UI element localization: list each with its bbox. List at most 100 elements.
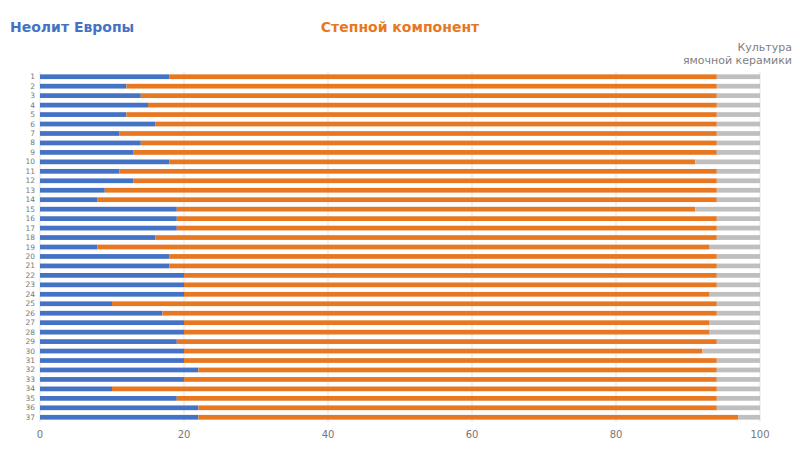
bar-segment: [148, 103, 717, 108]
bar-segment: [177, 396, 717, 401]
y-tick-label: 12: [25, 176, 35, 185]
x-tick-label: 100: [750, 429, 769, 440]
bar-segment: [710, 292, 760, 297]
bar-segment: [717, 122, 760, 127]
bar-segment: [40, 93, 141, 98]
bar-segment: [198, 415, 738, 420]
bar-segment: [177, 339, 717, 344]
bar-segment: [126, 84, 716, 89]
bar-segment: [702, 349, 760, 354]
y-tick-label: 20: [25, 252, 35, 261]
bar-segment: [717, 405, 760, 410]
bar-segment: [40, 405, 198, 410]
bar-segment: [184, 282, 717, 287]
annotation: Неолит Европы: [10, 19, 134, 35]
series: [98, 74, 739, 419]
bar-segment: [98, 245, 710, 250]
bar-segment: [717, 264, 760, 269]
bar-segment: [717, 377, 760, 382]
y-tick-label: 13: [25, 186, 35, 195]
bar-segment: [40, 349, 184, 354]
bar-segment: [717, 358, 760, 363]
bar-segment: [198, 405, 716, 410]
bar-segment: [141, 93, 717, 98]
bar-segment: [40, 150, 134, 155]
bar-segment: [40, 103, 148, 108]
y-tick-label: 36: [25, 403, 35, 412]
bar-segment: [40, 207, 177, 212]
y-tick-label: 14: [25, 195, 35, 204]
bar-segment: [177, 207, 695, 212]
bar-segment: [40, 282, 184, 287]
bar-segment: [710, 320, 760, 325]
bar-segment: [126, 112, 716, 117]
bar-segment: [170, 160, 696, 165]
chart: 0204060801003736353433323130292827262524…: [0, 0, 800, 450]
y-tick-label: 32: [25, 365, 35, 374]
bar-segment: [119, 169, 717, 174]
y-tick-label: 18: [25, 233, 35, 242]
bar-segment: [717, 93, 760, 98]
bar-segment: [40, 387, 112, 392]
bar-segment: [717, 273, 760, 278]
bar-segment: [184, 273, 717, 278]
bar-segment: [134, 178, 717, 183]
y-tick-label: 10: [25, 157, 35, 166]
bar-segment: [198, 368, 716, 373]
bar-segment: [40, 245, 98, 250]
bar-segment: [184, 377, 717, 382]
x-tick-label: 0: [37, 429, 43, 440]
bar-segment: [184, 330, 710, 335]
annotation: Степной компонент: [321, 19, 480, 35]
bar-segment: [717, 226, 760, 231]
bar-segment: [40, 358, 184, 363]
bar-segment: [40, 273, 184, 278]
y-tick-label: 6: [30, 120, 35, 129]
bar-segment: [717, 235, 760, 240]
y-tick-label: 27: [25, 318, 35, 327]
bar-segment: [717, 84, 760, 89]
y-tick-label: 4: [30, 101, 35, 110]
bar-segment: [170, 264, 717, 269]
bar-segment: [40, 122, 155, 127]
bar-segment: [40, 160, 170, 165]
bar-segment: [40, 84, 126, 89]
bar-segment: [717, 282, 760, 287]
bar-segment: [155, 235, 717, 240]
y-axis: 3736353433323130292827262524232221201918…: [25, 72, 35, 422]
bar-segment: [695, 160, 760, 165]
bar-segment: [40, 301, 112, 306]
x-axis: 020406080100: [37, 429, 770, 440]
x-tick-label: 40: [322, 429, 335, 440]
y-tick-label: 2: [30, 82, 35, 91]
grid: [40, 72, 760, 422]
bar-segment: [40, 320, 184, 325]
titles: Неолит ЕвропыСтепной компонентКультураям…: [10, 19, 792, 67]
y-tick-label: 21: [25, 261, 35, 270]
y-tick-label: 3: [30, 91, 35, 100]
y-tick-label: 11: [25, 167, 35, 176]
y-tick-label: 31: [25, 356, 35, 365]
bar-segment: [40, 131, 119, 136]
bar-segment: [155, 122, 717, 127]
bar-segment: [40, 368, 198, 373]
y-tick-label: 22: [25, 271, 35, 280]
bar-segment: [112, 301, 717, 306]
bar-segment: [40, 169, 119, 174]
bar-segment: [177, 216, 717, 221]
bar-segment: [40, 188, 105, 193]
x-tick-label: 80: [610, 429, 623, 440]
bar-segment: [40, 264, 170, 269]
bar-segment: [40, 292, 184, 297]
bar-segment: [170, 254, 717, 259]
y-tick-label: 19: [25, 243, 35, 252]
bar-segment: [40, 396, 177, 401]
bar-segment: [717, 396, 760, 401]
y-tick-label: 29: [25, 337, 35, 346]
bar-segment: [40, 197, 98, 202]
bar-segment: [40, 216, 177, 221]
y-tick-label: 35: [25, 394, 35, 403]
bar-segment: [717, 112, 760, 117]
bars: [40, 74, 760, 419]
bar-segment: [710, 245, 760, 250]
